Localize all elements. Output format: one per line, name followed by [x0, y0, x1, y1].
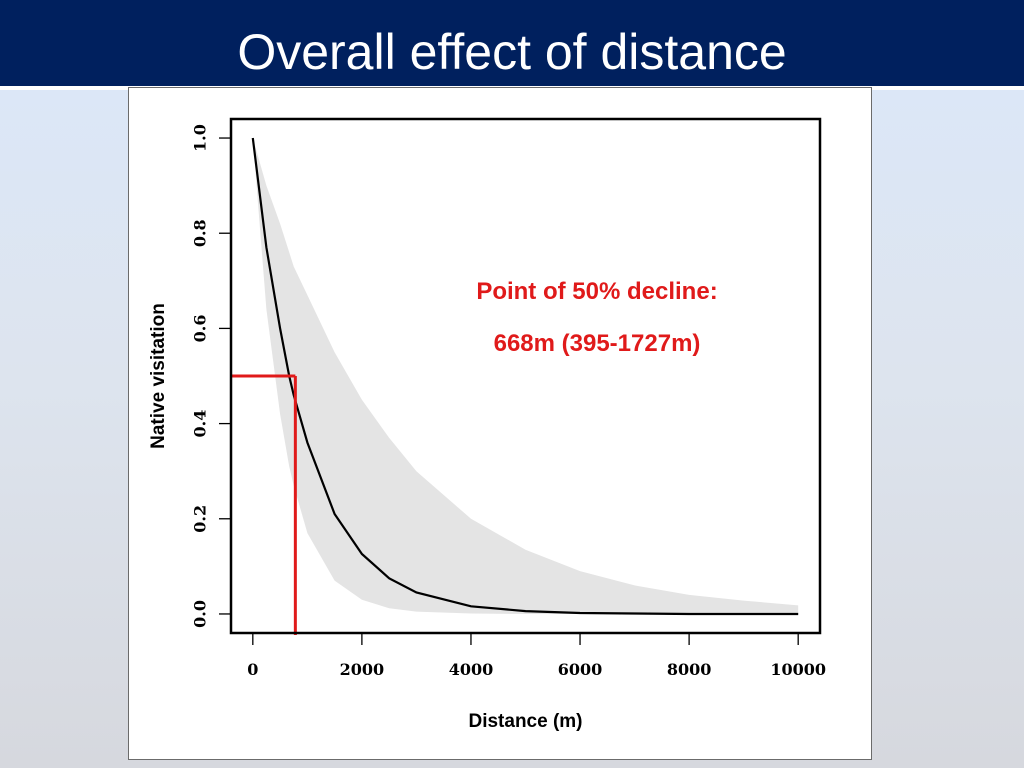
x-tick-label: 4000 — [449, 660, 494, 679]
y-axis: 0.0 0.2 0.4 0.6 0.8 1.0 — [191, 124, 232, 628]
chart-panel: 0 2000 4000 6000 8000 10000 0.0 0.2 0.4 0.6 0.8 1.… — [128, 87, 872, 760]
confidence-band — [252, 138, 799, 614]
x-tick-label: 2000 — [340, 660, 385, 679]
y-tick-label: 0.8 — [191, 219, 210, 247]
x-tick-label: 10000 — [770, 660, 826, 679]
y-tick-label: 0.6 — [191, 314, 210, 342]
y-tick-label: 0.2 — [191, 505, 210, 533]
x-tick-label: 8000 — [667, 660, 712, 679]
x-tick-label: 0 — [247, 660, 258, 679]
y-tick-label: 1.0 — [191, 124, 210, 152]
annotation-line-1: Point of 50% decline: — [476, 278, 717, 305]
series-line — [251, 137, 799, 616]
y-axis-label: Native visitation — [148, 303, 169, 449]
x-axis-label: Distance (m) — [468, 711, 582, 732]
reference-lines — [231, 374, 297, 635]
chart-svg: 0 2000 4000 6000 8000 10000 0.0 0.2 0.4 0.6 0.8 1.… — [148, 117, 826, 732]
slide-title: Overall effect of distance — [237, 24, 787, 80]
y-tick-label: 0.0 — [191, 600, 210, 628]
y-tick-label: 0.4 — [191, 410, 210, 438]
x-tick-label: 6000 — [558, 660, 603, 679]
annotation-line-2: 668m (395-1727m) — [494, 330, 701, 357]
x-axis: 0 2000 4000 6000 8000 10000 — [247, 632, 826, 679]
